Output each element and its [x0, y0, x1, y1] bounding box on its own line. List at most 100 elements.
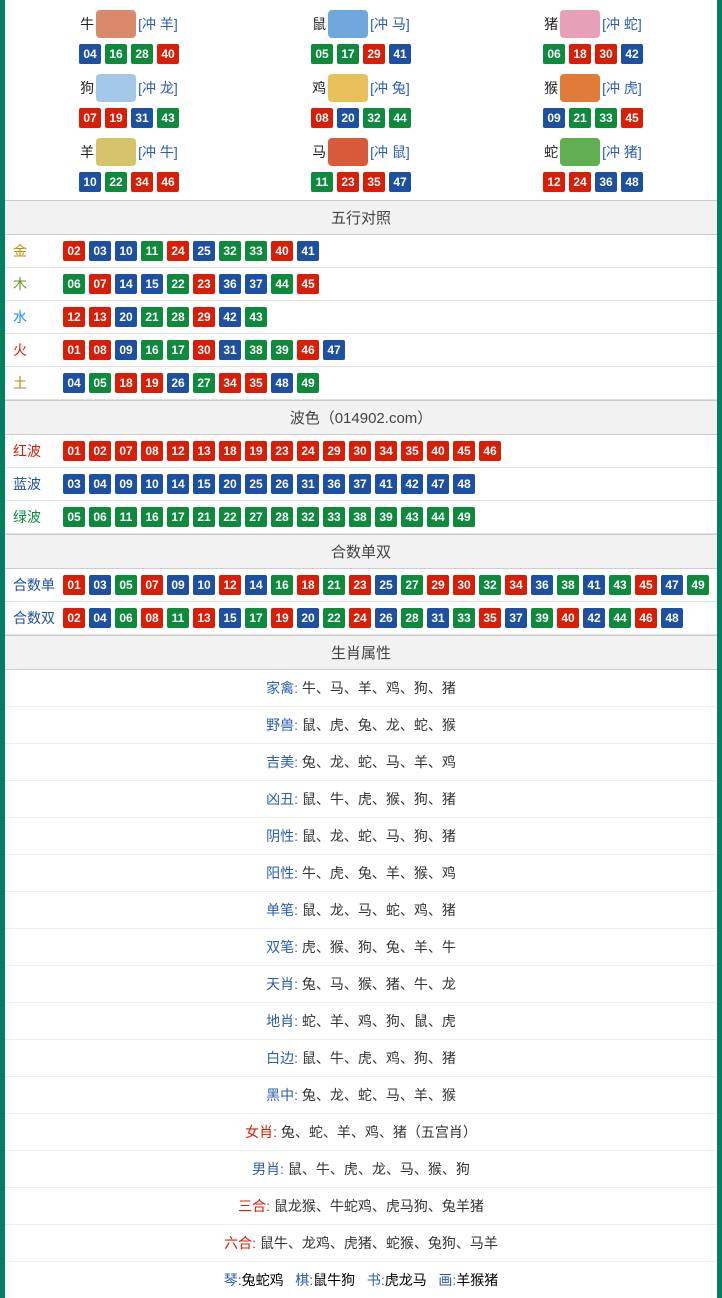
attr-value: 鼠龙猴、牛蛇鸡、虎马狗、兔羊猪 — [274, 1198, 484, 1214]
number-badge: 11 — [167, 608, 189, 628]
number-badge: 42 — [583, 608, 605, 628]
zodiac-numbers: 08203244 — [245, 108, 477, 128]
wuxing-label: 火 — [13, 340, 63, 360]
zodiac-clash: [冲 龙] — [138, 78, 178, 98]
zodiac-name: 牛 — [80, 14, 94, 34]
number-badge: 17 — [337, 44, 359, 64]
wuxing-numbers: 06071415222336374445 — [63, 274, 319, 294]
heshu-numbers: 0204060811131517192022242628313335373940… — [63, 608, 683, 628]
number-badge: 20 — [115, 307, 137, 327]
number-badge: 45 — [635, 575, 657, 595]
zodiac-clash: [冲 马] — [370, 14, 410, 34]
wuxing-label: 金 — [13, 241, 63, 261]
heshu-rows: 合数单0103050709101214161821232527293032343… — [5, 569, 717, 635]
attr-value: 鼠牛、龙鸡、虎猪、蛇猴、兔狗、马羊 — [260, 1235, 498, 1251]
attr-row: 野兽: 鼠、虎、兔、龙、蛇、猴 — [5, 707, 717, 744]
attr-label: 天肖: — [266, 976, 302, 992]
number-badge: 45 — [297, 274, 319, 294]
attr-row: 阴性: 鼠、龙、蛇、马、狗、猪 — [5, 818, 717, 855]
number-badge: 29 — [427, 575, 449, 595]
number-badge: 48 — [271, 373, 293, 393]
number-badge: 44 — [389, 108, 411, 128]
number-badge: 12 — [167, 441, 189, 461]
number-badge: 47 — [389, 172, 411, 192]
attr-value: 鼠、虎、兔、龙、蛇、猴 — [302, 717, 456, 733]
number-badge: 32 — [363, 108, 385, 128]
zodiac-name: 狗 — [80, 78, 94, 98]
number-badge: 03 — [63, 474, 85, 494]
number-badge: 37 — [505, 608, 527, 628]
number-badge: 10 — [141, 474, 163, 494]
number-badge: 18 — [115, 373, 137, 393]
attr-row: 阳性: 牛、虎、兔、羊、猴、鸡 — [5, 855, 717, 892]
bose-row: 绿波05061116172122272832333839434449 — [5, 501, 717, 534]
number-badge: 35 — [401, 441, 423, 461]
number-badge: 28 — [271, 507, 293, 527]
zodiac-clash: [冲 蛇] — [602, 14, 642, 34]
attr-row: 双笔: 虎、猴、狗、兔、羊、牛 — [5, 929, 717, 966]
wuxing-row: 土04051819262734354849 — [5, 367, 717, 400]
zodiac-clash: [冲 猪] — [602, 142, 642, 162]
zodiac-name: 马 — [312, 142, 326, 162]
attr-header: 生肖属性 — [5, 635, 717, 670]
number-badge: 28 — [131, 44, 153, 64]
number-badge: 33 — [453, 608, 475, 628]
zodiac-numbers: 09213345 — [477, 108, 709, 128]
number-badge: 06 — [89, 507, 111, 527]
number-badge: 48 — [661, 608, 683, 628]
number-badge: 40 — [557, 608, 579, 628]
number-badge: 10 — [79, 172, 101, 192]
zodiac-cell: 狗[冲 龙]07193143 — [13, 68, 245, 132]
number-badge: 47 — [427, 474, 449, 494]
wuxing-row: 木06071415222336374445 — [5, 268, 717, 301]
number-badge: 36 — [531, 575, 553, 595]
number-badge: 25 — [245, 474, 267, 494]
number-badge: 39 — [375, 507, 397, 527]
number-badge: 40 — [157, 44, 179, 64]
heshu-label: 合数单 — [13, 575, 63, 595]
number-badge: 33 — [245, 241, 267, 261]
number-badge: 45 — [621, 108, 643, 128]
bottom-key: 画: — [438, 1272, 456, 1288]
zodiac-icon — [560, 74, 600, 102]
number-badge: 15 — [219, 608, 241, 628]
number-badge: 02 — [89, 441, 111, 461]
number-badge: 19 — [141, 373, 163, 393]
wuxing-row: 水1213202128294243 — [5, 301, 717, 334]
number-badge: 31 — [427, 608, 449, 628]
number-badge: 09 — [167, 575, 189, 595]
heshu-label: 合数双 — [13, 608, 63, 628]
attr-label: 白边: — [266, 1050, 302, 1066]
zodiac-cell: 蛇[冲 猪]12243648 — [477, 132, 709, 196]
attr-value: 兔、龙、蛇、马、羊、鸡 — [302, 754, 456, 770]
wuxing-label: 水 — [13, 307, 63, 327]
attr-row: 天肖: 兔、马、猴、猪、牛、龙 — [5, 966, 717, 1003]
number-badge: 27 — [401, 575, 423, 595]
number-badge: 03 — [89, 241, 111, 261]
number-badge: 29 — [363, 44, 385, 64]
number-badge: 34 — [505, 575, 527, 595]
attr-label: 阴性: — [266, 828, 302, 844]
number-badge: 32 — [297, 507, 319, 527]
number-badge: 23 — [349, 575, 371, 595]
number-badge: 20 — [297, 608, 319, 628]
attr-label: 单笔: — [266, 902, 302, 918]
number-badge: 21 — [569, 108, 591, 128]
number-badge: 43 — [609, 575, 631, 595]
number-badge: 24 — [349, 608, 371, 628]
number-badge: 45 — [453, 441, 475, 461]
wuxing-label: 木 — [13, 274, 63, 294]
number-badge: 30 — [595, 44, 617, 64]
bose-label: 蓝波 — [13, 474, 63, 494]
number-badge: 06 — [63, 274, 85, 294]
number-badge: 01 — [63, 441, 85, 461]
number-badge: 10 — [115, 241, 137, 261]
number-badge: 15 — [141, 274, 163, 294]
number-badge: 13 — [89, 307, 111, 327]
number-badge: 36 — [595, 172, 617, 192]
number-badge: 16 — [105, 44, 127, 64]
zodiac-icon — [328, 138, 368, 166]
zodiac-icon — [96, 138, 136, 166]
bose-label: 绿波 — [13, 507, 63, 527]
number-badge: 04 — [79, 44, 101, 64]
